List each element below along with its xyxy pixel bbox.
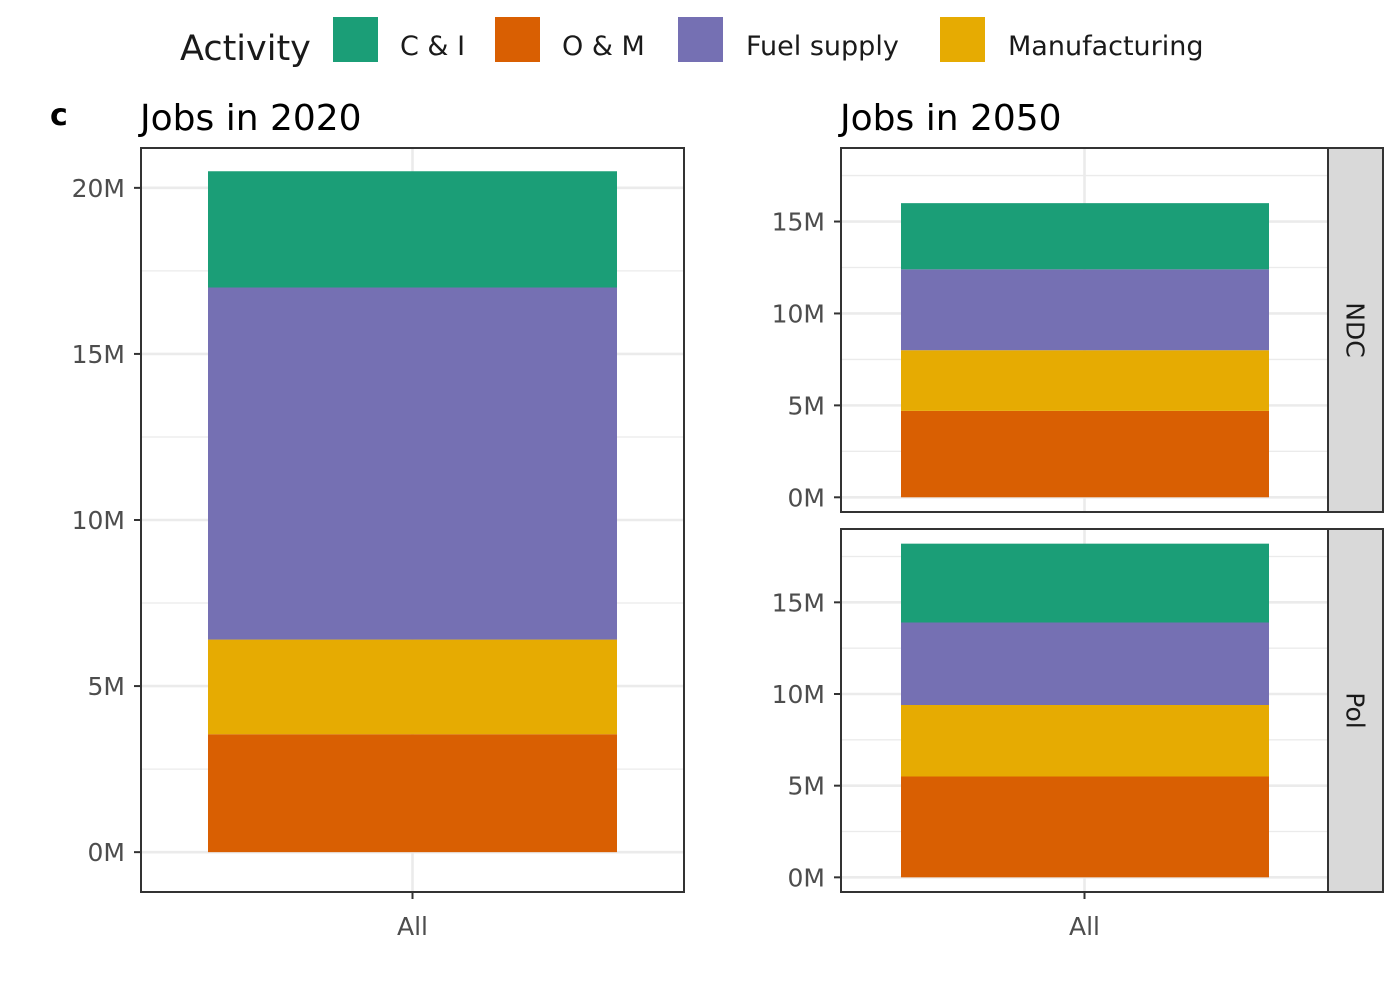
panel-title-2050: Jobs in 2050 bbox=[838, 98, 1062, 139]
y-tick-label: 10M bbox=[72, 506, 125, 535]
y-tick-label: 0M bbox=[88, 838, 125, 867]
legend: Activity C & I O & M Fuel supply Manufacturi… bbox=[180, 17, 1204, 69]
legend-key-mfg bbox=[940, 17, 985, 62]
x-tick-label: All bbox=[1069, 912, 1100, 941]
facet-strip bbox=[1327, 147, 1384, 513]
y-tick-label: 0M bbox=[788, 863, 825, 892]
legend-label-mfg: Manufacturing bbox=[1008, 31, 1204, 62]
plots: 0M 5M 10M 15M 20M All 0M 5M 10M 15M NDC 0M 5M 10M 15M A… bbox=[72, 147, 1384, 941]
legend-key-fuel bbox=[678, 17, 723, 62]
facet-1-1: 0M 5M 10M 15M All Pol bbox=[772, 528, 1384, 941]
y-tick-label: 15M bbox=[772, 208, 825, 237]
y-tick-label: 5M bbox=[788, 772, 825, 801]
y-tick-label: 5M bbox=[788, 391, 825, 420]
bar-segment-ci bbox=[901, 543, 1269, 623]
y-tick-label: 10M bbox=[772, 680, 825, 709]
panel-title-2020: Jobs in 2020 bbox=[138, 98, 362, 139]
bar-segment-fuel bbox=[901, 622, 1269, 705]
facet-strip-label: Pol bbox=[1341, 692, 1370, 728]
legend-key-ci bbox=[333, 17, 378, 62]
facet-1-0: 0M 5M 10M 15M NDC bbox=[772, 147, 1384, 513]
y-tick-label: 20M bbox=[72, 174, 125, 203]
bar-segment-fuel bbox=[208, 287, 617, 640]
x-tick-label: All bbox=[397, 912, 428, 941]
legend-label-ci: C & I bbox=[400, 31, 465, 62]
bar-segment-ci bbox=[901, 203, 1269, 270]
panel-tag: c bbox=[50, 98, 68, 133]
facet-0-0: 0M 5M 10M 15M 20M All bbox=[72, 147, 685, 941]
legend-title: Activity bbox=[180, 29, 311, 69]
y-tick-label: 10M bbox=[772, 299, 825, 328]
bar-segment-om bbox=[208, 734, 617, 853]
bar-segment-fuel bbox=[901, 269, 1269, 351]
bar-segment-om bbox=[901, 776, 1269, 878]
bar-segment-mfg bbox=[901, 705, 1269, 777]
y-tick-label: 15M bbox=[772, 588, 825, 617]
bar-segment-mfg bbox=[901, 350, 1269, 411]
y-tick-label: 0M bbox=[788, 483, 825, 512]
facet-strip-label: NDC bbox=[1341, 302, 1370, 357]
y-tick-label: 5M bbox=[88, 672, 125, 701]
y-tick-label: 15M bbox=[72, 340, 125, 369]
bar-segment-om bbox=[901, 410, 1269, 498]
bar-segment-ci bbox=[208, 171, 617, 288]
legend-key-om bbox=[495, 17, 540, 62]
legend-label-fuel: Fuel supply bbox=[746, 31, 899, 62]
legend-label-om: O & M bbox=[562, 31, 645, 62]
bar-segment-mfg bbox=[208, 639, 617, 735]
facet-strip bbox=[1327, 528, 1384, 893]
